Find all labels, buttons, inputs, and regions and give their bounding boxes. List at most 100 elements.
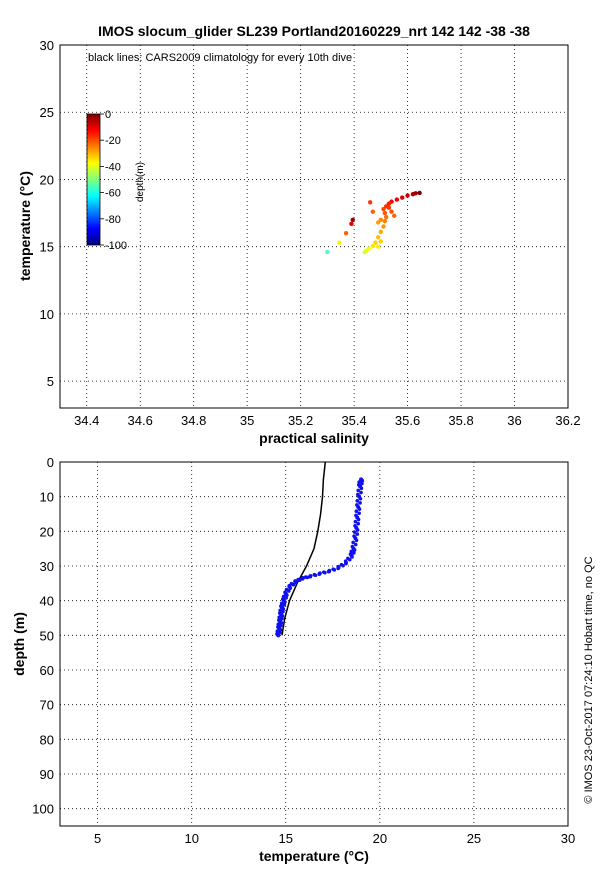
depth-point: [336, 566, 340, 571]
depth-y-tick-label: 10: [40, 490, 54, 505]
ts-point: [373, 240, 378, 245]
depth-point: [284, 596, 288, 600]
depth-point: [357, 480, 361, 484]
depth-y-tick-label: 100: [32, 802, 54, 817]
depth-point: [317, 572, 322, 576]
ts-point: [417, 190, 422, 196]
colorbar-tick-label: -40: [105, 161, 121, 173]
depth-y-tick-label: 90: [40, 767, 54, 782]
depth-point: [350, 555, 354, 559]
ts-chart: IMOS slocum_glider SL239 Portland2016022…: [17, 23, 581, 446]
depth-x-axis-label: temperature (°C): [259, 848, 369, 864]
ts-point: [378, 217, 384, 222]
depth-y-axis-label: depth (m): [11, 612, 27, 676]
depth-point: [277, 615, 281, 620]
depth-point: [353, 519, 358, 524]
ts-y-tick-label: 10: [40, 307, 54, 322]
depth-point: [358, 501, 362, 505]
ts-x-tick-label: 34.4: [74, 413, 99, 428]
ts-point: [370, 209, 376, 214]
depth-plot-area: [59, 461, 569, 827]
depth-point: [281, 607, 286, 611]
depth-point: [300, 577, 305, 581]
depth-point: [352, 551, 356, 555]
ts-point: [394, 197, 400, 202]
ts-x-tick-label: 34.6: [128, 413, 153, 428]
depth-y-tick-label: 60: [40, 663, 54, 678]
depth-point: [356, 488, 361, 493]
ts-x-tick-label: 35.2: [288, 413, 313, 428]
ts-point: [382, 218, 388, 224]
ts-point: [325, 249, 330, 255]
depth-point: [357, 507, 362, 511]
colorbar-tick-label: -60: [105, 188, 121, 200]
depth-point: [356, 521, 361, 526]
depth-chart: 5 10 15 20 25 30 0 10 20 30 40 50 60 70 80 90 100 tempe…: [11, 455, 575, 864]
ts-point: [386, 205, 392, 210]
depth-y-tick-label: 40: [40, 594, 54, 609]
depth-point: [275, 629, 280, 633]
depth-point: [351, 540, 355, 545]
depth-y-tick-label: 0: [47, 455, 54, 470]
ts-point: [378, 229, 384, 235]
ts-y-ticks: 5 10 15 20 25 30: [40, 38, 54, 389]
depth-x-ticks: 5 10 15 20 25 30: [94, 831, 575, 846]
depth-point: [283, 600, 287, 604]
ts-annotation: black lines: CARS2009 climatology for ev…: [88, 52, 352, 64]
colorbar-label: depth(m): [135, 162, 146, 202]
depth-point: [297, 578, 302, 583]
ts-x-tick-label: 34.8: [181, 413, 206, 428]
depth-point: [353, 542, 358, 547]
depth-point: [291, 582, 296, 587]
depth-point: [313, 573, 318, 578]
depth-point: [278, 627, 283, 632]
depth-profile-points: [275, 477, 365, 638]
depth-point: [279, 601, 284, 606]
depth-point: [285, 593, 289, 597]
colorbar-tick-label: -80: [105, 214, 121, 226]
ts-plot-area: [59, 44, 569, 409]
depth-point: [281, 594, 286, 599]
ts-y-tick-label: 5: [47, 374, 54, 389]
credit-side-text: © IMOS 23-Oct-2017 07:24:10 Hobart time,…: [583, 556, 595, 803]
ts-point: [375, 244, 381, 249]
ts-point: [381, 206, 386, 212]
depth-x-tick-label: 15: [279, 831, 293, 846]
ts-x-tick-label: 35: [240, 413, 254, 428]
depth-y-tick-label: 20: [40, 524, 54, 539]
depth-point: [282, 603, 287, 607]
depth-x-tick-label: 5: [94, 831, 101, 846]
ts-point: [410, 192, 416, 197]
colorbar-gradient: [86, 113, 101, 246]
ts-point: [382, 210, 388, 216]
depth-point: [279, 623, 283, 628]
depth-y-tick-label: 30: [40, 559, 54, 574]
depth-point: [305, 575, 310, 580]
depth-point: [355, 532, 360, 536]
ts-y-tick-label: 20: [40, 172, 54, 187]
depth-x-tick-label: 30: [561, 831, 575, 846]
depth-x-tick-label: 25: [467, 831, 481, 846]
depth-point: [354, 509, 359, 514]
depth-point: [360, 478, 365, 483]
depth-point: [359, 490, 363, 495]
depth-point: [323, 570, 327, 575]
depth-point: [280, 614, 285, 618]
ts-x-tick-label: 35.6: [395, 413, 420, 428]
depth-y-tick-label: 80: [40, 732, 54, 747]
depth-y-tick-label: 50: [40, 628, 54, 643]
depth-point: [349, 549, 354, 554]
ts-y-axis-label: temperature (°C): [17, 171, 33, 281]
depth-point: [352, 530, 357, 534]
ts-point: [370, 243, 376, 249]
ts-y-tick-label: 30: [40, 38, 54, 53]
depth-point: [278, 630, 282, 635]
depth-point: [344, 561, 348, 566]
ts-point: [381, 224, 386, 229]
depth-point: [288, 586, 293, 590]
ts-x-axis-label: practical salinity: [259, 430, 369, 446]
depth-point: [326, 569, 331, 574]
depth-y-ticks: 0 10 20 30 40 50 60 70 80 90 100: [32, 455, 54, 817]
ts-point: [375, 235, 381, 240]
